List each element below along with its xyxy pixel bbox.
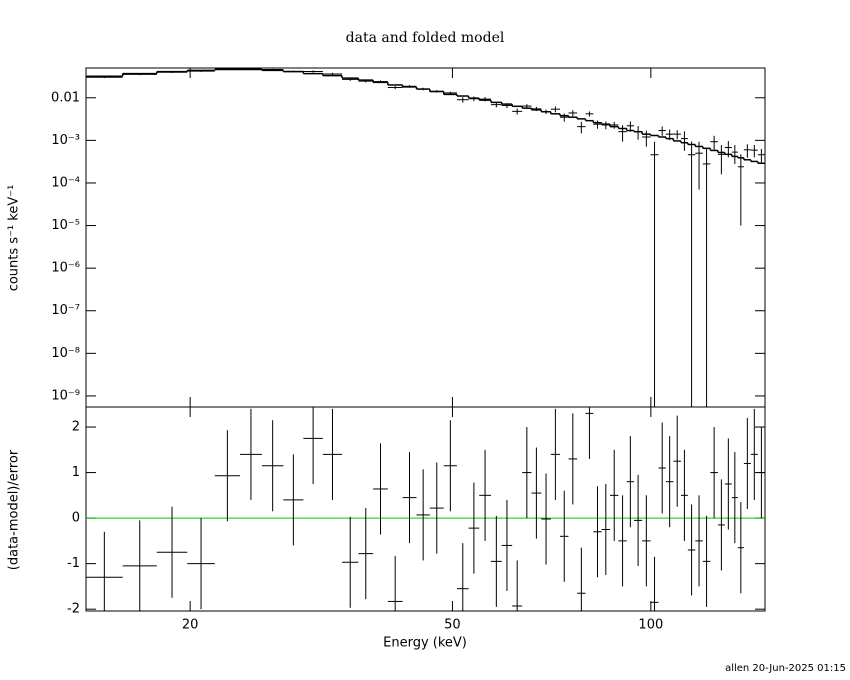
y-tick-label: 10⁻⁹ <box>51 388 80 403</box>
y-tick-label: 0 <box>72 511 80 526</box>
y-tick-label: -2 <box>67 602 80 617</box>
y-tick-label: 10⁻⁶ <box>51 261 80 276</box>
x-axis-label: Energy (keV) <box>383 636 467 651</box>
plot-frame <box>85 67 766 408</box>
x-tick-label: 20 <box>182 618 199 633</box>
footer: allen 20-Jun-2025 01:15 <box>725 663 846 674</box>
y-tick-label: 10⁻⁸ <box>51 346 80 361</box>
y-tick-label: 10⁻⁷ <box>51 303 80 318</box>
x-tick-label: 100 <box>638 618 663 633</box>
x-tick-label: 50 <box>444 618 461 633</box>
y-axis-label: (data-model)/error <box>7 449 22 570</box>
y-tick-label: 2 <box>72 420 80 435</box>
y-tick-label: 10⁻⁵ <box>51 218 80 233</box>
chart-title: data and folded model <box>346 30 505 46</box>
y-tick-label: -1 <box>67 556 80 571</box>
y-tick-label: 10⁻³ <box>51 133 80 148</box>
y-tick-label: 10⁻⁴ <box>51 175 80 190</box>
y-tick-label: 0.01 <box>51 90 80 105</box>
y-tick-label: 1 <box>72 465 80 480</box>
plot-frame <box>85 406 766 612</box>
y-axis-label: counts s⁻¹ keV⁻¹ <box>7 185 22 292</box>
